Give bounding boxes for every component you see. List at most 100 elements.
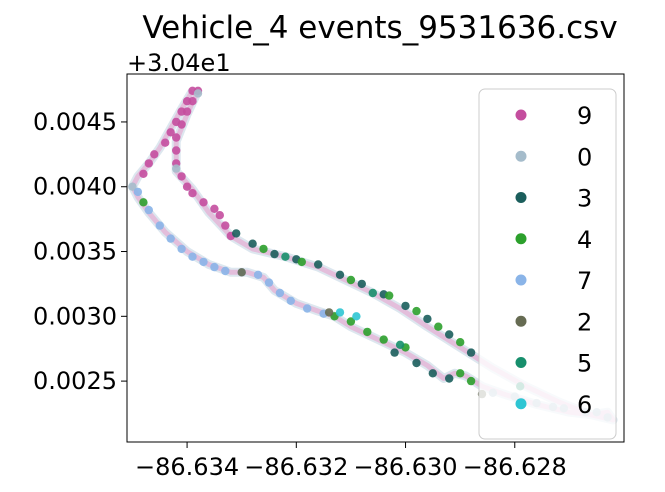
point-series-3 <box>232 229 241 238</box>
point-series-3 <box>390 348 399 357</box>
point-series-7 <box>275 288 285 298</box>
point-series-9 <box>172 146 181 155</box>
x-tick-label: −86.632 <box>244 453 348 481</box>
point-series-9 <box>210 204 219 213</box>
legend-label-3: 3 <box>577 185 592 213</box>
legend-label-5: 5 <box>577 350 592 378</box>
point-series-7 <box>303 304 312 313</box>
y-tick-label: 0.0040 <box>33 173 117 201</box>
legend-marker-5 <box>515 357 527 368</box>
point-series-9 <box>177 172 186 181</box>
point-series-9 <box>215 211 224 220</box>
point-series-5 <box>281 252 290 261</box>
point-series-7 <box>155 221 164 230</box>
point-series-4 <box>297 257 306 267</box>
series-9 <box>139 86 235 241</box>
series-4 <box>139 198 476 386</box>
point-series-3 <box>270 249 279 259</box>
legend-label-2: 2 <box>577 308 592 336</box>
legend-marker-4 <box>515 233 527 245</box>
point-series-4 <box>466 376 476 386</box>
point-series-2 <box>324 308 334 317</box>
point-series-9 <box>199 198 208 207</box>
y-tick-label: 0.0045 <box>33 108 117 136</box>
point-series-6 <box>352 312 361 321</box>
point-series-4 <box>456 338 465 347</box>
series-3 <box>232 229 476 383</box>
point-series-4 <box>363 327 372 337</box>
point-series-6 <box>335 308 345 317</box>
point-series-4 <box>139 198 148 207</box>
point-series-7 <box>144 205 153 215</box>
legend-marker-6 <box>515 398 527 410</box>
point-series-3 <box>314 260 323 269</box>
x-tick-label: −86.630 <box>353 453 457 481</box>
point-series-3 <box>445 374 454 383</box>
point-series-7 <box>264 278 274 287</box>
point-series-4 <box>346 317 356 326</box>
y-tick-label: 0.0035 <box>33 238 117 266</box>
point-series-2 <box>237 268 246 277</box>
point-series-7 <box>199 257 208 267</box>
point-series-4 <box>259 244 268 254</box>
point-series-9 <box>150 150 159 159</box>
point-series-7 <box>221 266 230 276</box>
point-series-0 <box>128 182 137 191</box>
legend-label-9: 9 <box>577 102 592 130</box>
point-series-7 <box>286 296 295 305</box>
point-series-7 <box>177 244 186 254</box>
legend-label-4: 4 <box>577 226 592 254</box>
point-series-3 <box>466 348 476 357</box>
point-series-9 <box>182 182 192 191</box>
point-series-4 <box>412 306 421 316</box>
series-6 <box>335 308 361 321</box>
point-series-4 <box>434 322 443 331</box>
point-series-3 <box>445 330 454 339</box>
legend-label-6: 6 <box>577 391 592 419</box>
legend-box <box>478 88 617 440</box>
point-series-3 <box>248 239 257 248</box>
point-series-3 <box>401 301 410 311</box>
legend-marker-2 <box>515 315 527 327</box>
point-series-3 <box>423 314 432 324</box>
point-series-7 <box>253 270 263 279</box>
point-series-9 <box>188 97 197 106</box>
legend-label-0: 0 <box>577 143 592 171</box>
y-tick-label: 0.0025 <box>33 367 117 395</box>
point-series-3 <box>428 369 437 378</box>
point-series-0 <box>172 164 181 173</box>
y-tick-label: 0.0030 <box>33 302 117 330</box>
point-series-5 <box>368 288 377 298</box>
legend-label-7: 7 <box>577 267 592 295</box>
legend: 9 0 3 4 7 2 5 6 <box>478 88 617 440</box>
axes-frame <box>126 73 625 443</box>
point-series-9 <box>182 107 192 116</box>
point-series-0 <box>193 89 203 98</box>
legend-marker-7 <box>515 274 527 286</box>
legend-marker-0 <box>515 150 527 162</box>
legend-marker-3 <box>515 192 527 203</box>
plot-area <box>128 86 618 425</box>
point-series-5 <box>395 340 405 349</box>
series-7 <box>133 187 328 318</box>
y-axis: 0.0025 0.0030 0.0035 0.0040 0.0045 <box>33 108 127 395</box>
x-tick-label: −86.628 <box>463 453 567 481</box>
x-axis: −86.634 −86.632 −86.630 −86.628 <box>135 442 567 481</box>
point-series-3 <box>335 270 345 279</box>
point-series-7 <box>133 187 143 197</box>
point-series-9 <box>166 128 175 137</box>
point-series-9 <box>144 159 153 168</box>
point-series-3 <box>357 279 366 289</box>
point-series-4 <box>346 275 356 285</box>
point-series-3 <box>412 358 421 368</box>
point-series-7 <box>166 234 175 243</box>
point-series-9 <box>139 169 148 178</box>
chart-title: Vehicle_4 events_9531636.csv <box>142 10 617 46</box>
point-series-9 <box>177 120 186 129</box>
point-series-9 <box>221 221 230 230</box>
point-series-4 <box>456 369 465 378</box>
point-series-9 <box>172 133 181 142</box>
point-series-4 <box>379 335 388 344</box>
point-series-7 <box>210 262 219 272</box>
